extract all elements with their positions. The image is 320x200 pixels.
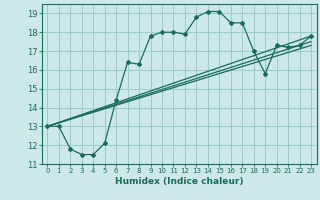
X-axis label: Humidex (Indice chaleur): Humidex (Indice chaleur)	[115, 177, 244, 186]
